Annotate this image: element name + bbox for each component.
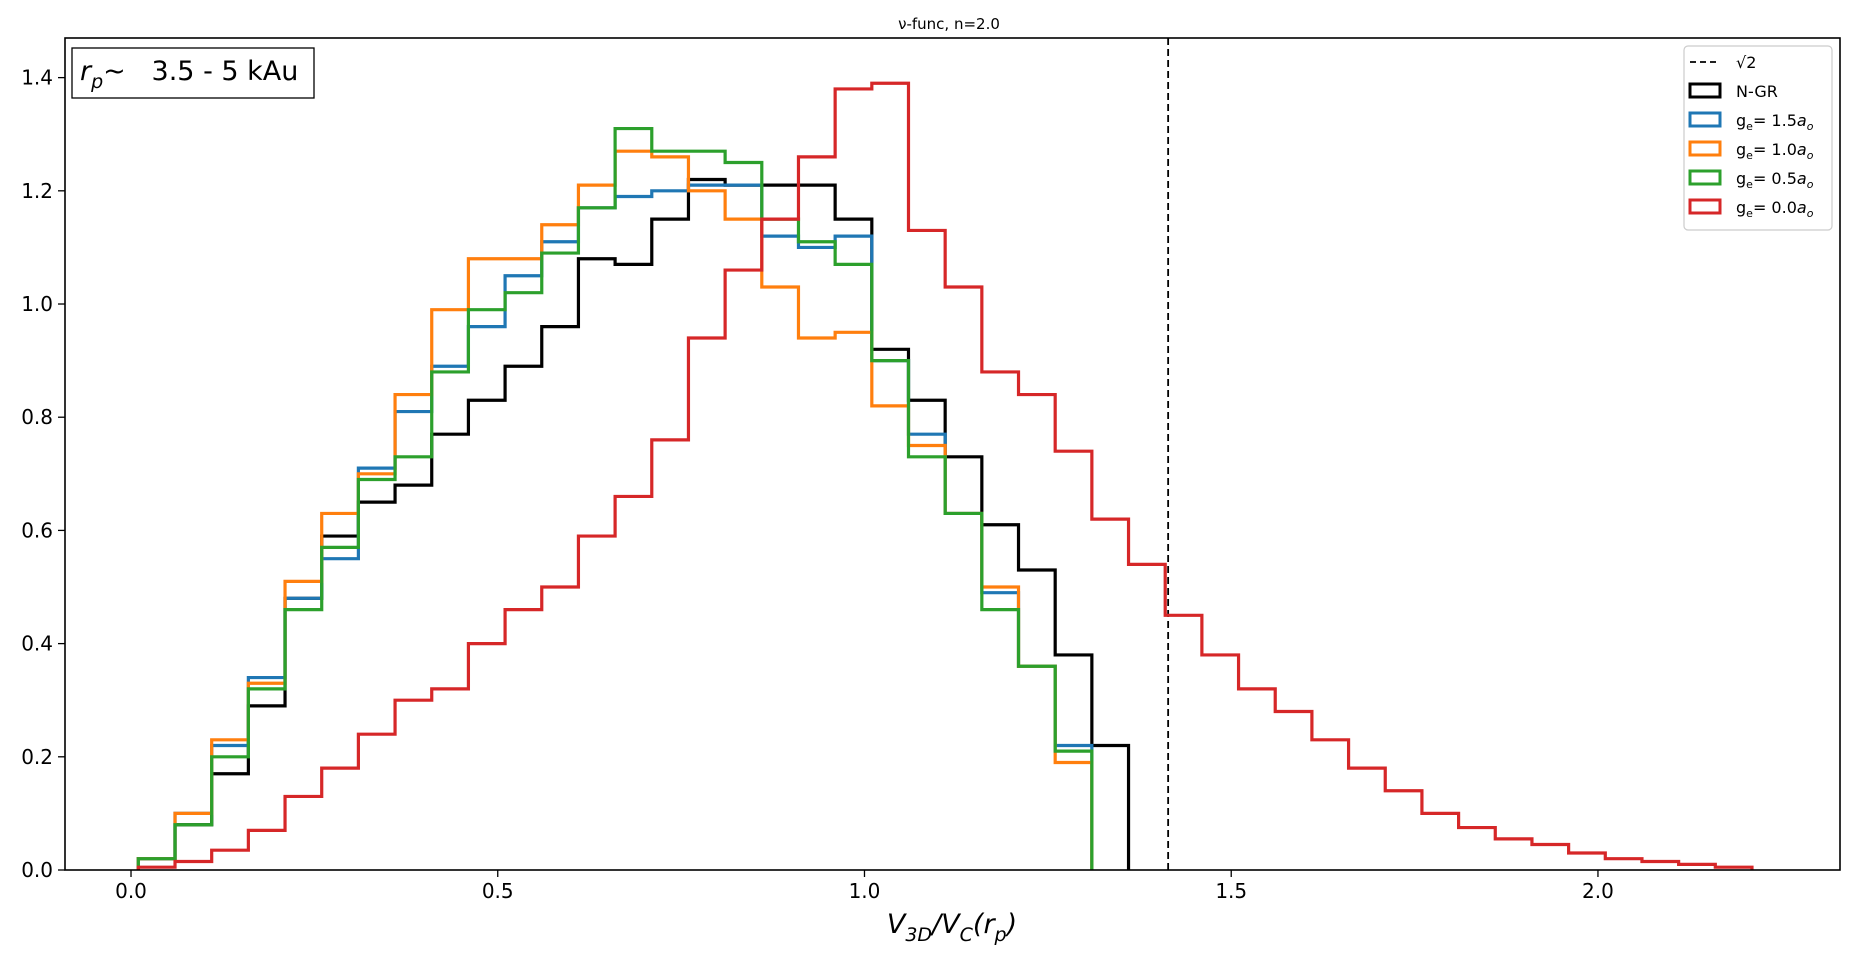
x-tick-label: 1.0 — [849, 879, 881, 903]
x-tick-label: 0.5 — [482, 879, 514, 903]
x-tick-label: 1.5 — [1215, 879, 1247, 903]
histogram-bin — [1275, 712, 1312, 870]
histogram-bin — [285, 796, 322, 870]
plot-frame — [64, 37, 1841, 871]
histogram-bin — [212, 850, 249, 870]
histogram-bin — [1202, 655, 1239, 870]
histogram-bin — [1679, 864, 1716, 870]
histogram-bin — [1092, 519, 1129, 870]
histogram-bin — [908, 230, 945, 870]
y-tick-label: 0.2 — [21, 745, 53, 769]
histogram-bin — [1312, 740, 1349, 870]
series-4 — [136, 81, 1754, 870]
histogram-bin — [1495, 839, 1532, 870]
legend-swatch — [1688, 82, 1722, 99]
histogram-bin — [542, 587, 579, 870]
histogram-bin — [1569, 853, 1606, 870]
legend-sqrt2-label: √2 — [1736, 53, 1756, 72]
series-layer — [136, 81, 1754, 870]
annotation-text: rp~ 3.5 - 5 kAu — [80, 56, 298, 93]
histogram-bin — [1055, 451, 1092, 870]
histogram-bin — [835, 89, 872, 870]
x-tick-label: 0.0 — [115, 879, 147, 903]
x-axis-label: V3D/VC(rp) — [887, 909, 1017, 946]
histogram-bin — [322, 768, 359, 870]
y-tick-label: 1.2 — [21, 179, 53, 203]
histogram-bin — [175, 862, 212, 870]
histogram-bin — [248, 830, 285, 870]
histogram-bin — [798, 157, 835, 870]
histogram-bin — [1239, 689, 1276, 870]
legend-label: ge= 1.5ao — [1736, 111, 1814, 133]
histogram-bin — [872, 83, 909, 870]
y-tick-label: 1.0 — [21, 292, 53, 316]
y-tick-label: 0.6 — [21, 518, 53, 542]
histogram-bin — [1019, 395, 1056, 870]
histogram-bin — [652, 440, 689, 870]
plot-area — [64, 37, 1841, 871]
histogram-bin — [578, 536, 615, 870]
annotation-box: rp~ 3.5 - 5 kAu — [71, 47, 315, 99]
series-outline — [136, 126, 1094, 870]
series-outline — [136, 81, 1754, 870]
x-axis: 0.0 0.5 1.0 1.5 2.0 — [115, 870, 1614, 903]
histogram-bin — [688, 338, 725, 870]
histogram-bin — [1532, 845, 1569, 870]
y-tick-label: 0.8 — [21, 405, 53, 429]
histogram-bin — [1129, 564, 1166, 870]
histogram-bin — [1422, 813, 1459, 870]
histogram-bin — [982, 372, 1019, 870]
histogram-bin — [358, 734, 395, 870]
histogram-bin — [1459, 828, 1496, 870]
histogram-bin — [432, 689, 469, 870]
y-tick-label: 1.4 — [21, 66, 53, 90]
histogram-bin — [505, 610, 542, 870]
histogram-bin — [615, 496, 652, 870]
legend: √2 N-GR ge= 1.5ao ge= 1.0ao ge= 0.5ao ge= 0.0… — [1683, 45, 1833, 231]
histogram-bin — [1385, 791, 1422, 870]
legend-swatch — [1688, 140, 1722, 157]
histogram-bin — [1605, 859, 1642, 870]
legend-label: N-GR — [1736, 82, 1778, 101]
legend-label: ge= 0.0ao — [1736, 198, 1814, 220]
annotation-frame — [71, 47, 315, 99]
legend-label: ge= 0.5ao — [1736, 169, 1814, 191]
series-3 — [136, 126, 1094, 870]
y-tick-label: 0.4 — [21, 632, 53, 656]
histogram-bin — [1165, 615, 1202, 870]
legend-label: ge= 1.0ao — [1736, 140, 1814, 162]
legend-swatch — [1688, 111, 1722, 128]
histogram-bin — [468, 644, 505, 870]
y-tick-label: 0.0 — [21, 858, 53, 882]
legend-swatch — [1688, 169, 1722, 186]
histogram-bin — [945, 287, 982, 870]
chart-title: ν-func, n=2.0 — [898, 15, 1000, 33]
y-axis: 0.0 0.2 0.4 0.6 0.8 1.0 1.2 1.4 — [21, 66, 65, 882]
histogram-bin — [395, 700, 432, 870]
histogram-bin — [725, 270, 762, 870]
x-tick-label: 2.0 — [1582, 879, 1614, 903]
plot-background — [65, 38, 1840, 870]
histogram-bin — [1642, 862, 1679, 870]
histogram-bin — [1349, 768, 1386, 870]
histogram-bin — [762, 219, 799, 870]
legend-swatch — [1688, 198, 1722, 215]
